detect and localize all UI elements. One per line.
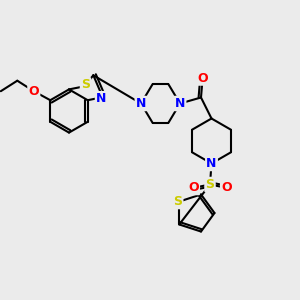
Text: O: O xyxy=(221,181,232,194)
Text: S: S xyxy=(173,195,182,208)
Text: N: N xyxy=(96,92,106,105)
Text: O: O xyxy=(197,71,208,85)
Text: S: S xyxy=(81,78,90,92)
Text: O: O xyxy=(28,85,39,98)
Text: N: N xyxy=(136,97,146,110)
Text: O: O xyxy=(188,181,199,194)
Text: N: N xyxy=(175,97,185,110)
Text: S: S xyxy=(206,178,214,191)
Text: N: N xyxy=(206,157,217,170)
